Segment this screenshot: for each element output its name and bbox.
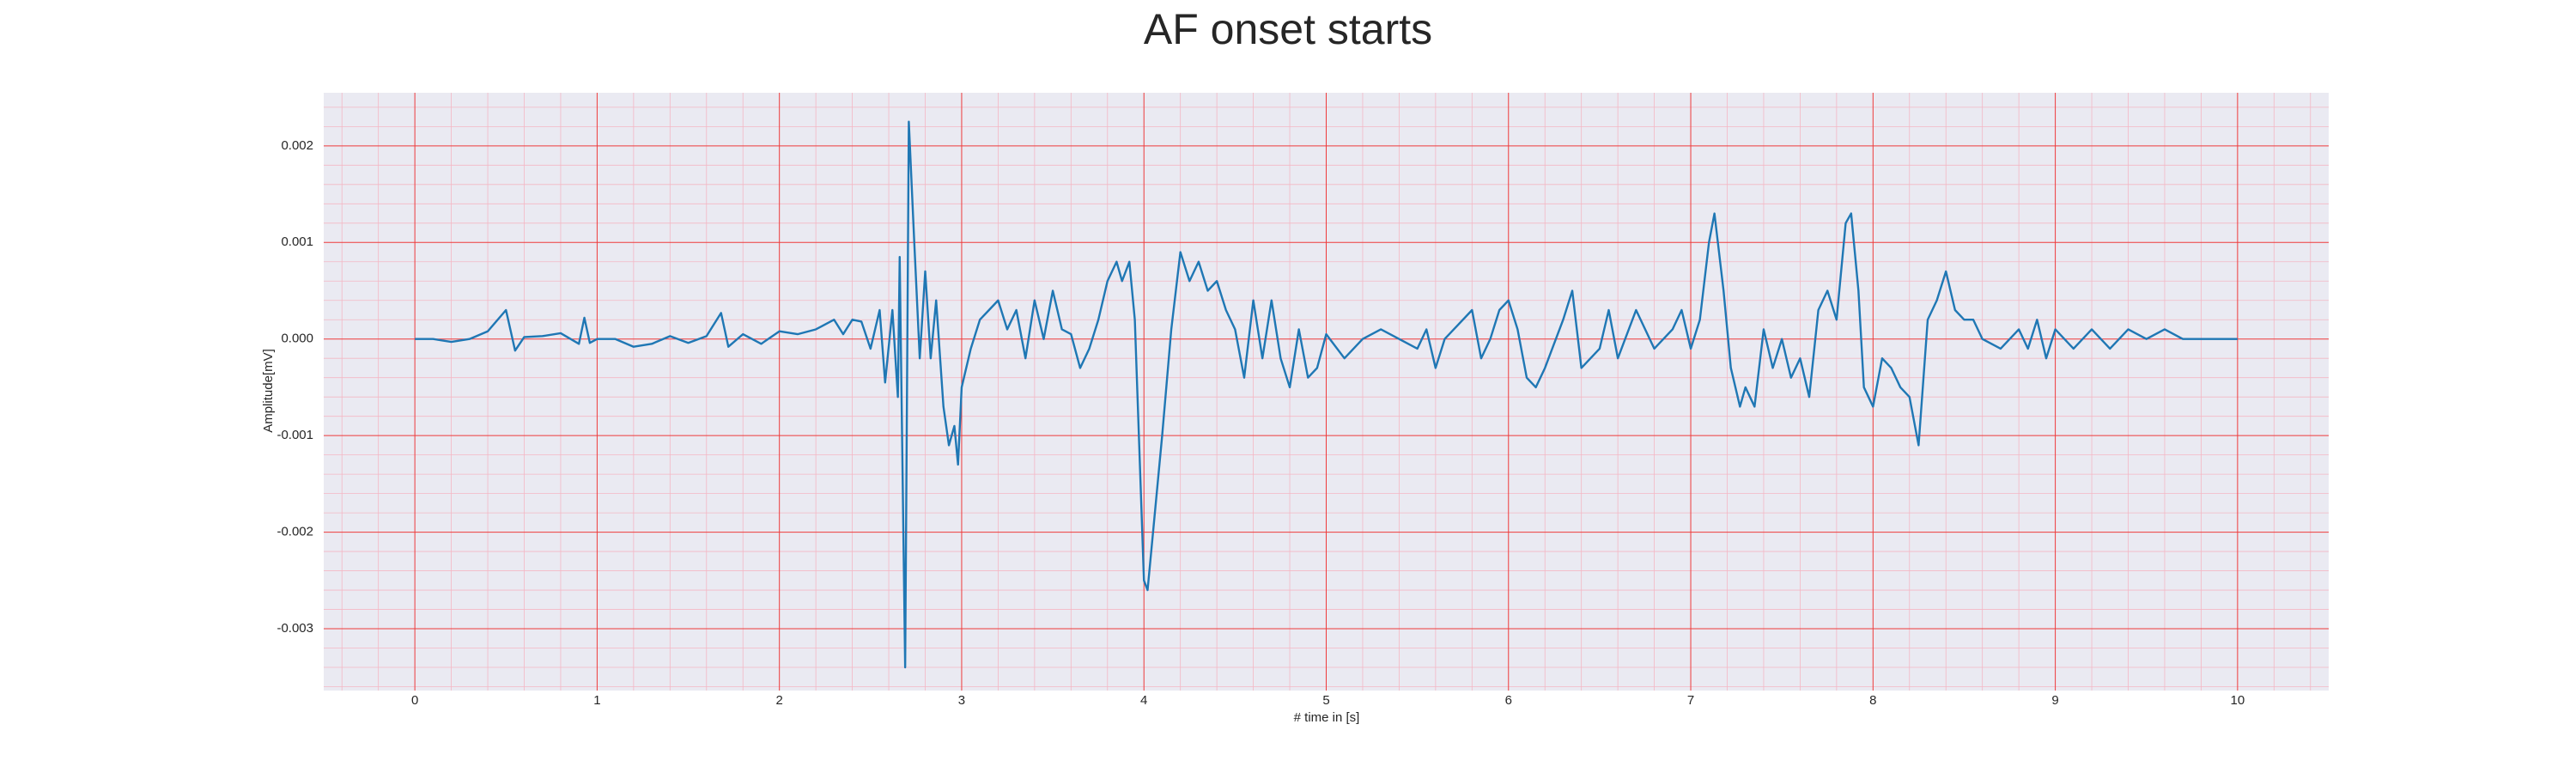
x-tick-label: 0 xyxy=(411,693,418,708)
x-tick-label: 1 xyxy=(593,693,600,708)
x-tick-label: 3 xyxy=(958,693,965,708)
x-tick-label: 7 xyxy=(1687,693,1694,708)
y-tick-label: -0.003 xyxy=(276,621,313,636)
chart-title: AF onset starts xyxy=(1144,5,1432,53)
x-tick-label: 6 xyxy=(1505,693,1512,708)
signal-line xyxy=(415,120,2238,669)
y-tick-label: 0.001 xyxy=(281,234,313,249)
y-tick-label: -0.001 xyxy=(276,428,313,442)
x-axis-label: # time in [s] xyxy=(1294,710,1360,725)
x-tick-label: 10 xyxy=(2231,693,2245,708)
y-tick-label: 0.002 xyxy=(281,138,313,153)
x-tick-label: 4 xyxy=(1140,693,1147,708)
y-axis-label: Amplitude[mV] xyxy=(261,349,276,433)
y-tick-label: 0.000 xyxy=(281,332,313,346)
x-tick-label: 5 xyxy=(1322,693,1329,708)
x-tick-label: 8 xyxy=(1869,693,1876,708)
x-tick-label: 2 xyxy=(776,693,783,708)
x-tick-label: 9 xyxy=(2051,693,2058,708)
y-tick-label: -0.002 xyxy=(276,525,313,539)
